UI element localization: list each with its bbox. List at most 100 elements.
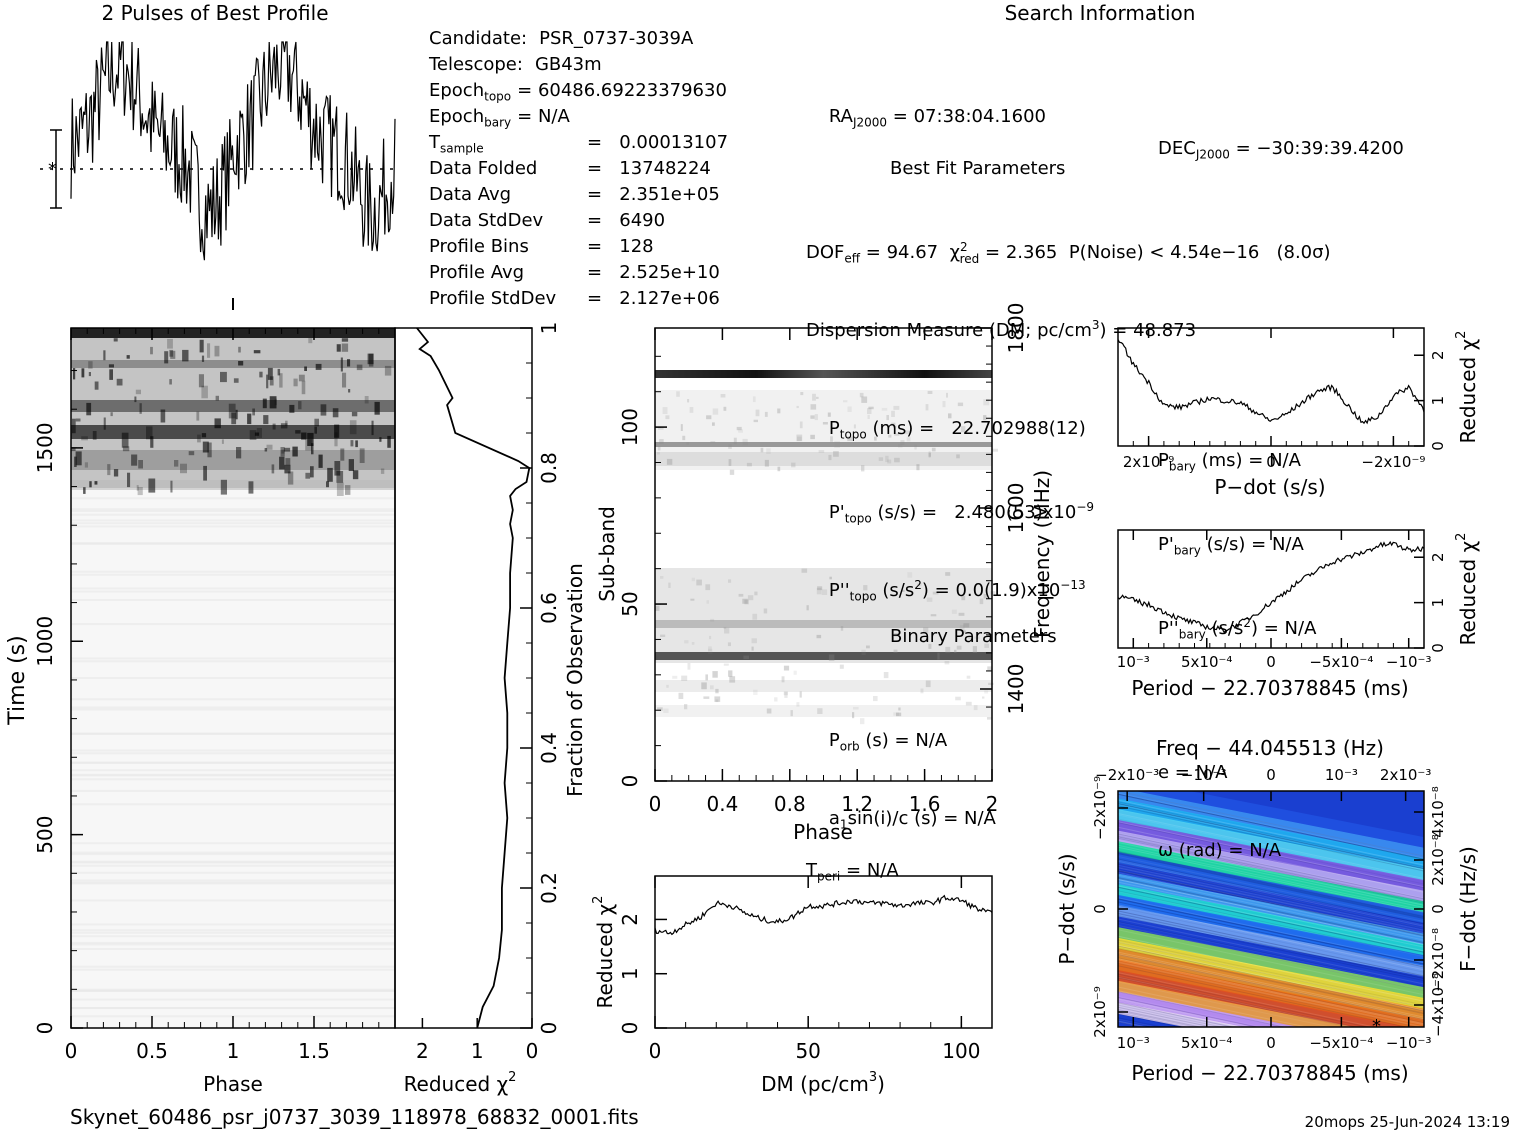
ppdot-streak [1118, 869, 1424, 936]
sb-speck [712, 408, 719, 415]
tp-speck [334, 461, 341, 476]
ppdot-streak [1118, 844, 1424, 911]
ppdot-streak [1118, 962, 1420, 1027]
sb-speck [753, 689, 758, 695]
tp-speck [269, 396, 277, 409]
tp-speck [315, 363, 322, 370]
small-ytick-label: 2 [1429, 552, 1447, 562]
timestamp: 20mops 25-Jun-2024 13:19 [1305, 1113, 1510, 1131]
pp-toptick-label: 2x10⁻³ [1380, 766, 1431, 784]
ppdot-streak [1118, 948, 1424, 1015]
tp-speck [351, 411, 358, 417]
sb-speck [852, 712, 855, 719]
ppdot-streak [1118, 1004, 1224, 1027]
ppdot-band [1118, 927, 1424, 999]
info-label: Telescope: [429, 54, 523, 75]
tp-speck [364, 396, 369, 404]
rct-ytick-label: 0.4 [537, 732, 561, 764]
sb-speck [689, 407, 694, 413]
info-label: T [429, 132, 440, 153]
tp-speck [88, 372, 91, 377]
sb-speck [800, 392, 804, 396]
profile-line [70, 41, 396, 261]
sb-speck [729, 676, 736, 683]
ppdot-streak [1118, 859, 1424, 926]
sb-speck [833, 451, 839, 457]
ppdot-band [1118, 873, 1424, 946]
ppdot-streak [1118, 947, 1424, 1014]
tp-speck [352, 470, 359, 480]
tp-speck [170, 480, 173, 493]
tp-speck [188, 451, 195, 456]
ppdot-streak [1118, 910, 1424, 977]
sb-speck [891, 410, 895, 417]
tp-speck [289, 404, 295, 413]
tp-speck [336, 482, 344, 496]
sb-speck [893, 649, 898, 653]
sb-speck [932, 591, 939, 595]
tp-speck [287, 471, 294, 485]
pdbary: P'bary (s/s) = N/A [1158, 533, 1304, 558]
sb-speck [961, 595, 966, 601]
sb-speck [853, 706, 859, 710]
tp-ytick-label: 500 [33, 816, 57, 854]
sb-speck [984, 690, 989, 694]
sb-speck [955, 696, 961, 701]
sb-speck [917, 583, 922, 586]
sb-freq-label: 1600 [1004, 483, 1028, 534]
ppdot-streak [1118, 941, 1424, 1008]
sb-speck [926, 597, 933, 602]
sb-speck [709, 635, 712, 640]
tp-speck [71, 447, 76, 452]
sb-speck [893, 425, 897, 428]
tp-row [71, 842, 395, 845]
sb-speck [672, 675, 678, 679]
tp-row [71, 941, 395, 944]
ppdot-streak [1118, 944, 1424, 1011]
tp-speck [341, 338, 349, 342]
sb-speck [783, 691, 788, 696]
ppdot-streak [1118, 846, 1424, 913]
tp-row [71, 509, 395, 512]
info-left-row: Telescope: GB43m [429, 52, 727, 78]
sb-speck [665, 415, 670, 420]
rct-ytick-label: 1 [537, 322, 561, 335]
tp-speck [134, 396, 137, 403]
sb-speck [663, 708, 669, 713]
sb-xtick-label: 0 [649, 792, 662, 816]
tp-speck [347, 359, 351, 367]
sb-speck [723, 406, 727, 411]
tp-speck [86, 402, 92, 416]
tp-speck [359, 448, 365, 463]
sb-speck [821, 589, 828, 595]
tp-speck [84, 462, 88, 468]
tp-speck [135, 389, 141, 395]
ppdot-band [1118, 841, 1424, 914]
sb-speck [701, 682, 707, 690]
sb-speck [859, 392, 864, 398]
sb-ytick-label: 0 [618, 775, 642, 788]
tp-speck [121, 432, 129, 448]
rct-ytick-label: 0.8 [537, 452, 561, 484]
pdot-ticks: 2x10⁻⁹ 0 −2x10⁻⁹ 0 1 2 [1117, 328, 1447, 471]
tp-row [71, 968, 395, 971]
tp-speck [332, 408, 339, 418]
sb-speck [990, 591, 996, 595]
sb-speck [686, 442, 689, 445]
time-phase-ticks: 0 0.5 1 1.5 0 500 1000 1500 [33, 328, 380, 1063]
small-xtick-label: −10⁻³ [1386, 653, 1432, 671]
ppdot-streak [1118, 998, 1253, 1027]
sb-speck [965, 701, 972, 706]
ppdot-streak [1118, 886, 1424, 953]
sb-speck [956, 454, 960, 459]
sb-speck [774, 697, 778, 702]
sb-speck [816, 396, 819, 399]
sb-speck [747, 595, 754, 601]
pp-xtick-label: 5x10⁻⁴ [1181, 1034, 1232, 1052]
tp-row [71, 935, 395, 938]
ppdot-streak [1118, 999, 1250, 1027]
tp-speck [203, 465, 207, 481]
sb-speck [867, 408, 872, 414]
info-value: = 2.351e+05 [587, 184, 720, 205]
